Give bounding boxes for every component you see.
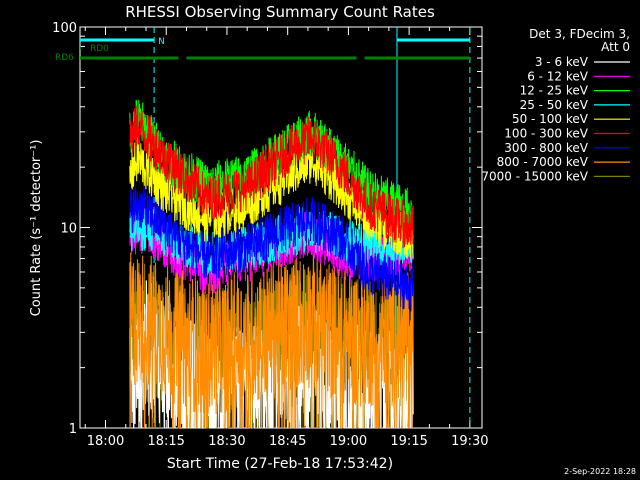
y-tick-label: 1 xyxy=(69,422,77,437)
y-tick-label: 10 xyxy=(60,222,77,237)
legend-label-4: 25 - 50 keV xyxy=(520,98,589,112)
flag-label-rd6: RD6 xyxy=(55,53,74,63)
legend-label-2: 6 - 12 keV xyxy=(527,69,589,83)
chart-title: RHESSI Observing Summary Count Rates xyxy=(125,3,435,21)
legend-title-line1: Det 3, FDecim 3, xyxy=(529,27,630,41)
x-axis-label: Start Time (27-Feb-18 17:53:42) xyxy=(167,456,393,472)
flag-label-rd0: RD0 xyxy=(90,44,109,54)
x-tick-label: 18:45 xyxy=(269,434,306,449)
legend-label-1: 3 - 6 keV xyxy=(535,55,589,69)
x-tick-label: 18:15 xyxy=(147,434,184,449)
legend-label-6: 100 - 300 keV xyxy=(504,127,588,141)
legend-label-3: 12 - 25 keV xyxy=(520,84,589,98)
footer-date: 2-Sep-2022 18:28 xyxy=(564,467,636,476)
x-tick-label: 18:00 xyxy=(87,434,124,449)
y-tick-label: 100 xyxy=(52,21,77,36)
series-line-6 xyxy=(129,105,414,249)
legend-label-9: 7000 - 15000 keV xyxy=(481,169,588,183)
y-axis-label: Count Rate (s⁻¹ detector⁻¹) xyxy=(29,140,44,317)
x-tick-label: 18:30 xyxy=(208,434,245,449)
legend-label-5: 50 - 100 keV xyxy=(512,112,589,126)
x-tick-label: 19:30 xyxy=(451,434,488,449)
legend-title-line2: Att 0 xyxy=(601,40,630,54)
legend-label-8: 800 - 7000 keV xyxy=(497,155,589,169)
series-line-7 xyxy=(129,185,414,312)
legend-label-7: 300 - 800 keV xyxy=(504,141,588,155)
x-tick-label: 19:00 xyxy=(330,434,367,449)
series-line-8 xyxy=(129,252,414,429)
x-tick-label: 19:15 xyxy=(390,434,427,449)
flag-label-n: N xyxy=(158,37,165,47)
